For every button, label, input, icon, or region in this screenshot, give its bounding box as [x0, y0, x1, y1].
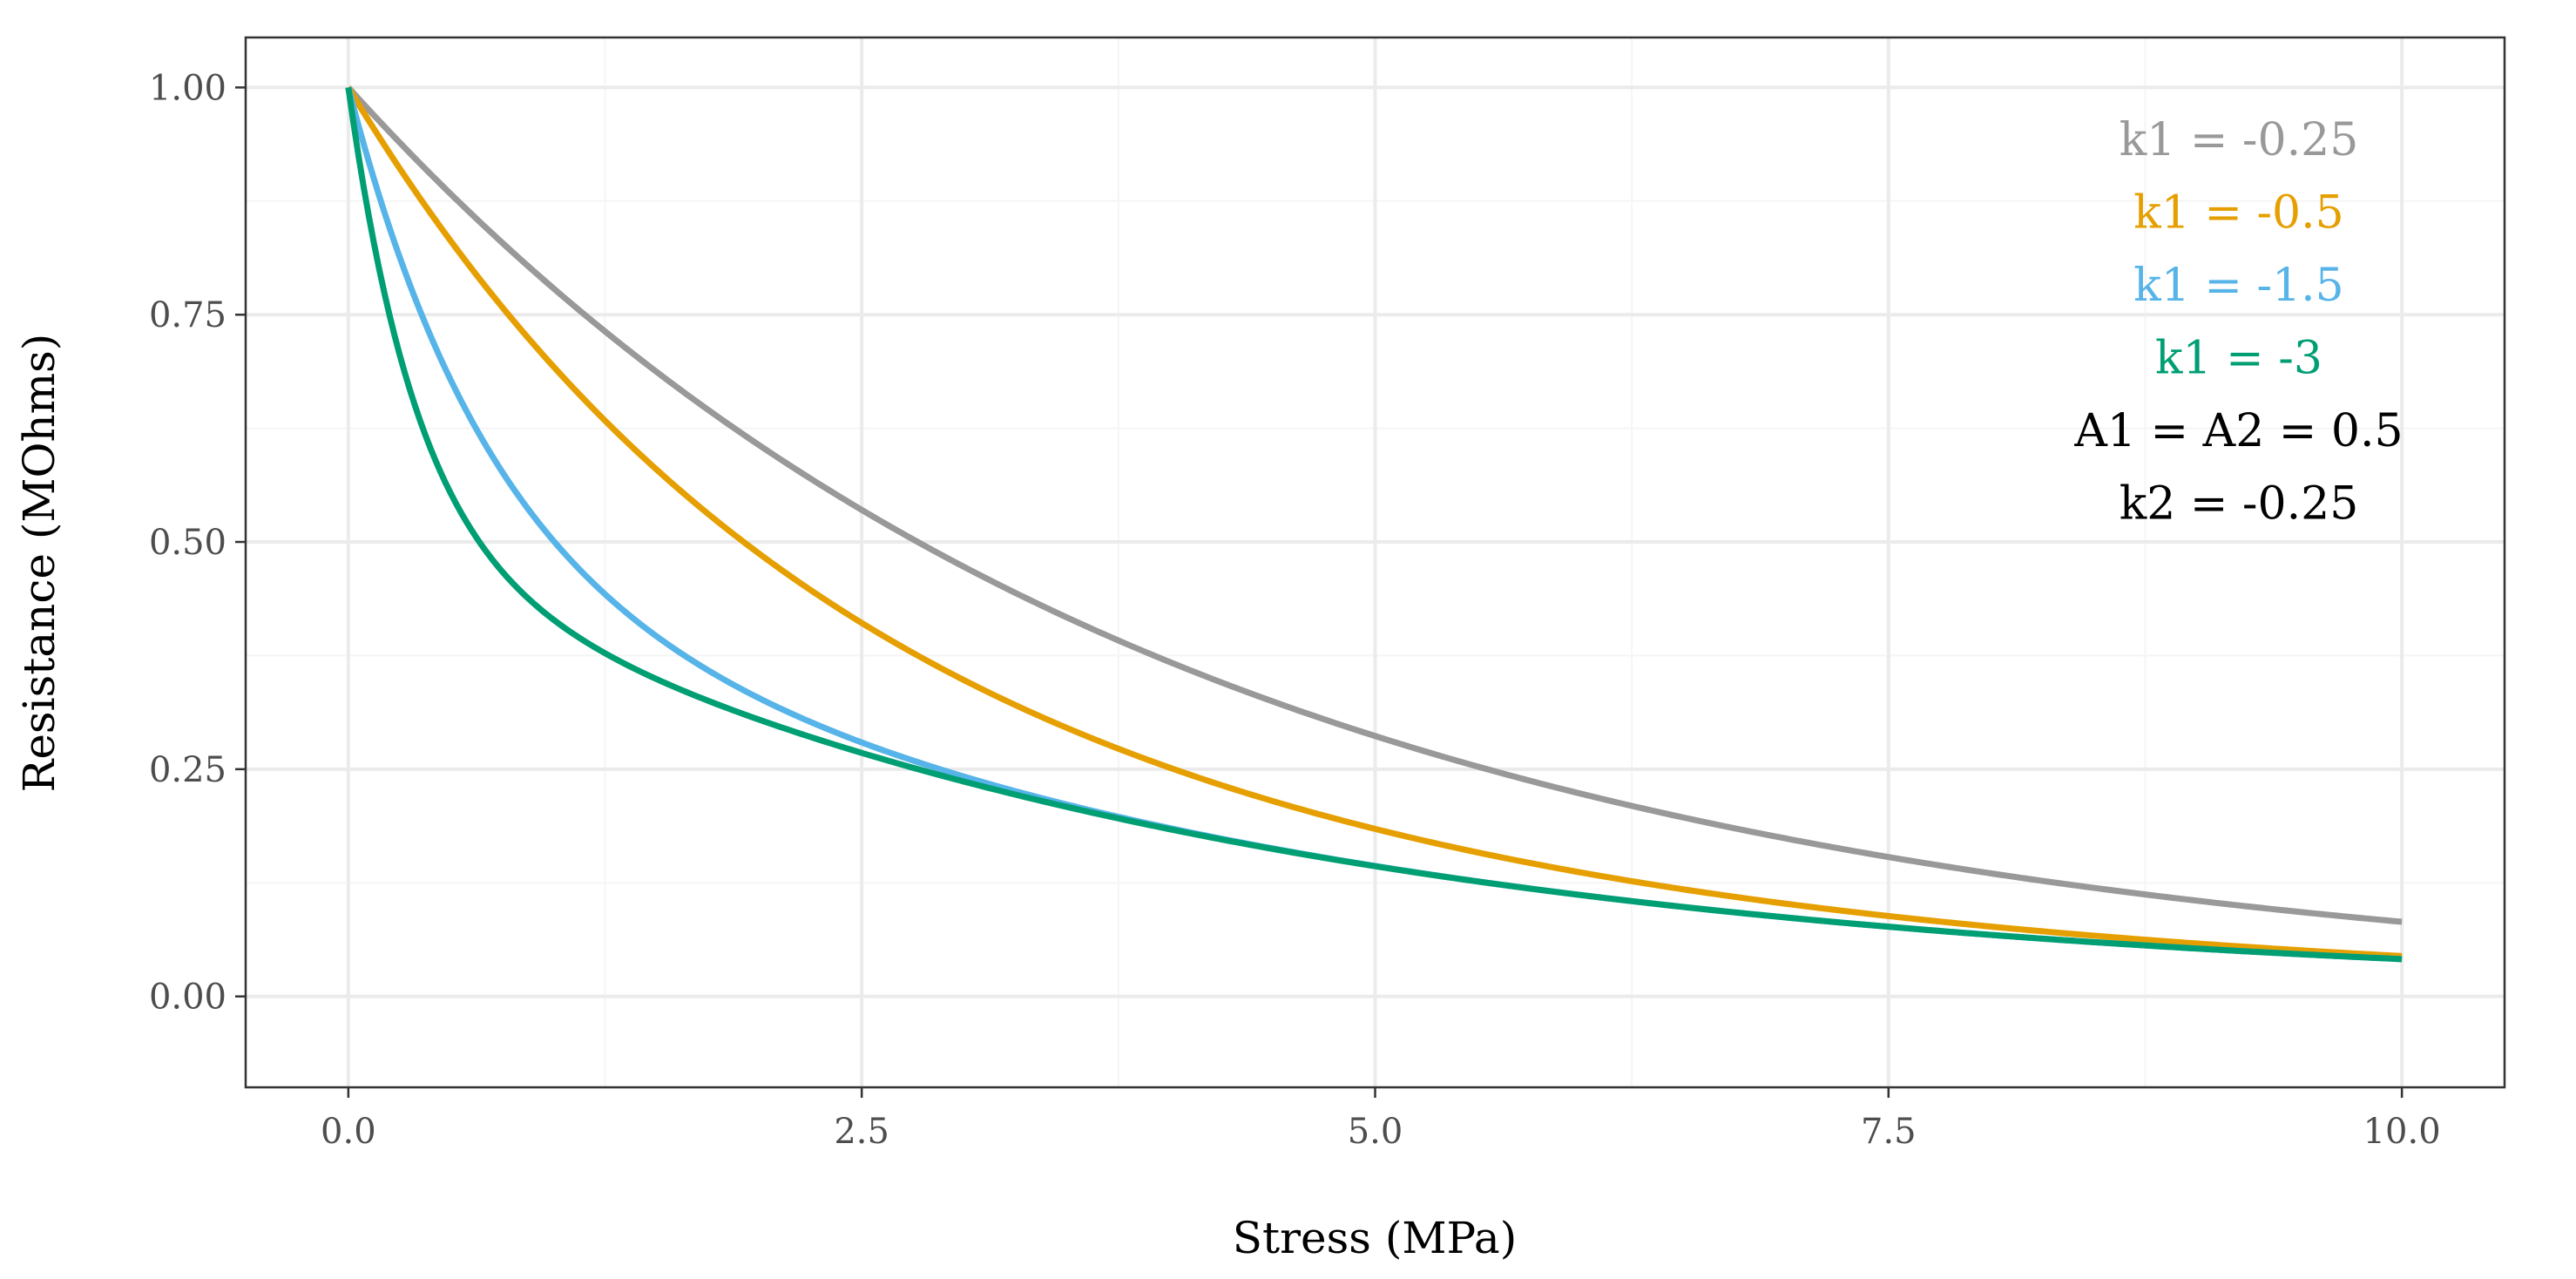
x-tick-label: 5.0	[1348, 1112, 1403, 1152]
x-axis-title: Stress (MPa)	[1233, 1213, 1517, 1263]
y-tick-label: 0.75	[149, 295, 226, 335]
x-tick-label: 7.5	[1861, 1112, 1917, 1152]
major-gridlines	[246, 37, 2505, 1087]
y-tick-label: 0.00	[149, 978, 226, 1018]
y-tick-label: 0.50	[149, 523, 226, 563]
x-axis: 0.0 2.5 5.0 7.5 10.0	[321, 1087, 2441, 1152]
annotation-text: k1 = -3	[2155, 333, 2322, 385]
annotation-text: k2 = -0.25	[2120, 478, 2359, 531]
x-tick-label: 0.0	[321, 1112, 376, 1152]
y-tick-label: 0.25	[149, 750, 226, 790]
y-axis-title: Resistance (MOhms)	[14, 334, 64, 793]
x-tick-label: 10.0	[2363, 1112, 2441, 1152]
x-tick-label: 2.5	[834, 1112, 889, 1152]
annotation-text: k1 = -0.25	[2120, 114, 2359, 166]
series-line-k1-0-5	[345, 85, 2403, 959]
annotation-text: A1 = A2 = 0.5	[2073, 405, 2403, 457]
parameter-annotations: k1 = -0.25 k1 = -0.5 k1 = -1.5 k1 = -3 A1 = …	[2073, 114, 2403, 531]
series-line-k1-3	[345, 86, 2403, 963]
series-lines	[345, 85, 2403, 963]
annotation-text: k1 = -1.5	[2133, 260, 2344, 312]
y-axis: 0.00 0.25 0.50 0.75 1.00	[149, 68, 246, 1018]
series-line-k1-0-25	[346, 85, 2403, 925]
y-tick-label: 1.00	[149, 68, 226, 108]
annotation-text: k1 = -0.5	[2133, 187, 2344, 240]
